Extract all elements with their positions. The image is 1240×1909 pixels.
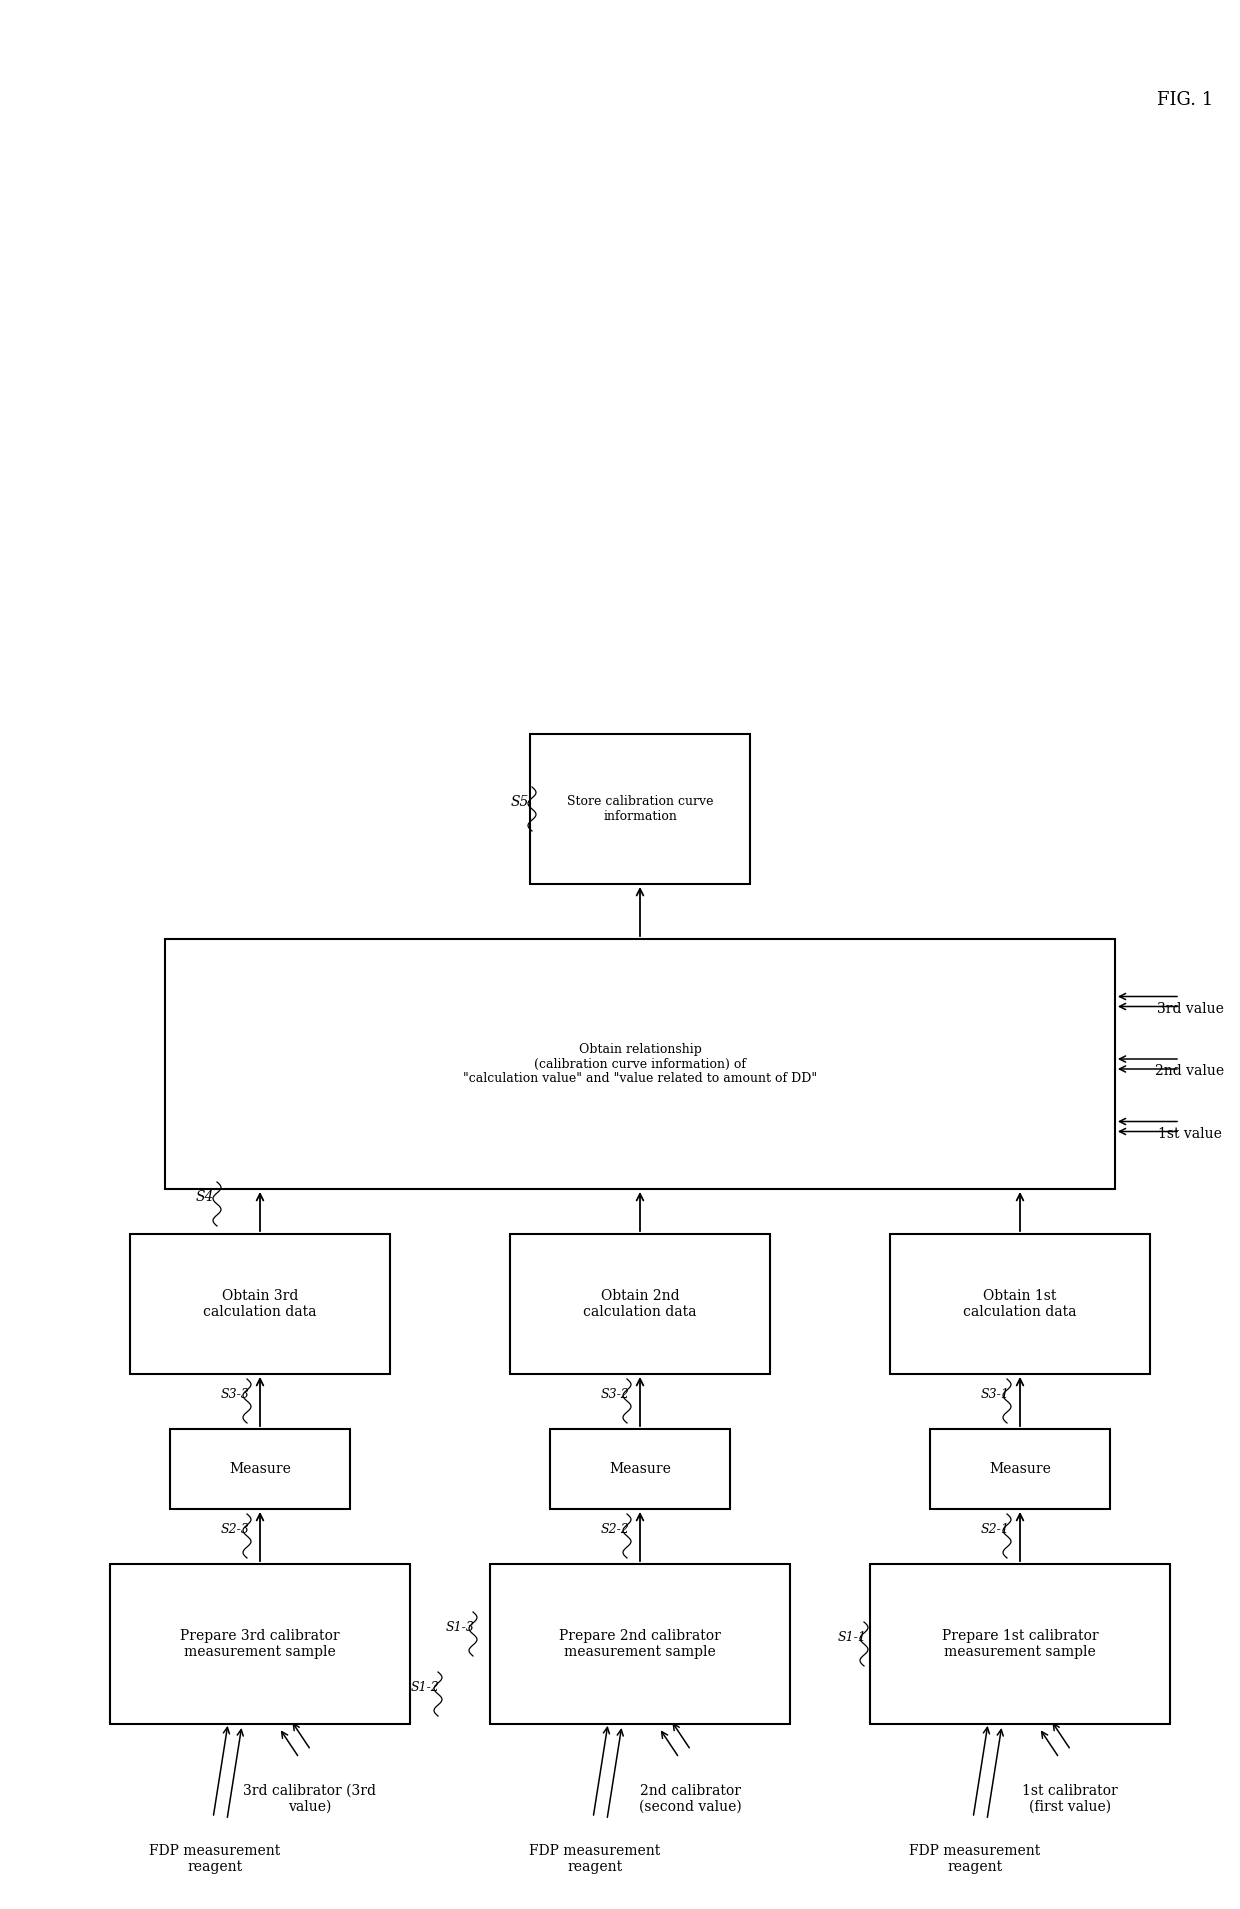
Text: 3rd value: 3rd value bbox=[1157, 1002, 1224, 1016]
Text: FDP measurement
reagent: FDP measurement reagent bbox=[529, 1844, 661, 1875]
Text: S2-2: S2-2 bbox=[600, 1523, 630, 1537]
Bar bbox=[510, 1233, 770, 1374]
Bar bbox=[930, 1430, 1110, 1508]
Text: Prepare 2nd calibrator
measurement sample: Prepare 2nd calibrator measurement sampl… bbox=[559, 1628, 720, 1659]
Text: S4: S4 bbox=[196, 1189, 215, 1205]
Text: S2-1: S2-1 bbox=[981, 1523, 1009, 1537]
Bar bbox=[890, 1233, 1149, 1374]
Text: S3-1: S3-1 bbox=[981, 1388, 1009, 1401]
Bar bbox=[529, 733, 750, 884]
Text: S1-3: S1-3 bbox=[445, 1621, 475, 1634]
Text: 1st calibrator
(first value): 1st calibrator (first value) bbox=[1022, 1783, 1118, 1814]
Text: 1st value: 1st value bbox=[1158, 1126, 1221, 1140]
Text: Prepare 3rd calibrator
measurement sample: Prepare 3rd calibrator measurement sampl… bbox=[180, 1628, 340, 1659]
Text: S5: S5 bbox=[511, 794, 529, 809]
Text: Prepare 1st calibrator
measurement sample: Prepare 1st calibrator measurement sampl… bbox=[941, 1628, 1099, 1659]
Text: S2-3: S2-3 bbox=[221, 1523, 249, 1537]
Text: Obtain 2nd
calculation data: Obtain 2nd calculation data bbox=[583, 1289, 697, 1319]
Text: FDP measurement
reagent: FDP measurement reagent bbox=[909, 1844, 1040, 1875]
Bar bbox=[165, 939, 1115, 1189]
Text: S3-2: S3-2 bbox=[600, 1388, 630, 1401]
Text: Obtain relationship
(calibration curve information) of
"calculation value" and ": Obtain relationship (calibration curve i… bbox=[463, 1042, 817, 1086]
Bar bbox=[551, 1430, 730, 1508]
Text: S1-1: S1-1 bbox=[837, 1630, 867, 1644]
Text: Measure: Measure bbox=[990, 1462, 1052, 1476]
Text: Measure: Measure bbox=[229, 1462, 291, 1476]
Text: Obtain 1st
calculation data: Obtain 1st calculation data bbox=[963, 1289, 1076, 1319]
Text: FDP measurement
reagent: FDP measurement reagent bbox=[149, 1844, 280, 1875]
Bar bbox=[110, 1563, 410, 1724]
Text: S1-2: S1-2 bbox=[410, 1682, 439, 1693]
Bar bbox=[490, 1563, 790, 1724]
Text: Measure: Measure bbox=[609, 1462, 671, 1476]
Text: 2nd calibrator
(second value): 2nd calibrator (second value) bbox=[639, 1783, 742, 1814]
Text: 2nd value: 2nd value bbox=[1156, 1063, 1225, 1079]
Text: S3-3: S3-3 bbox=[221, 1388, 249, 1401]
Text: 3rd calibrator (3rd
value): 3rd calibrator (3rd value) bbox=[243, 1783, 377, 1814]
Text: FIG. 1: FIG. 1 bbox=[1157, 92, 1213, 109]
Bar bbox=[170, 1430, 350, 1508]
Text: Obtain 3rd
calculation data: Obtain 3rd calculation data bbox=[203, 1289, 316, 1319]
Bar bbox=[870, 1563, 1171, 1724]
Text: Store calibration curve
information: Store calibration curve information bbox=[567, 794, 713, 823]
Bar bbox=[130, 1233, 391, 1374]
